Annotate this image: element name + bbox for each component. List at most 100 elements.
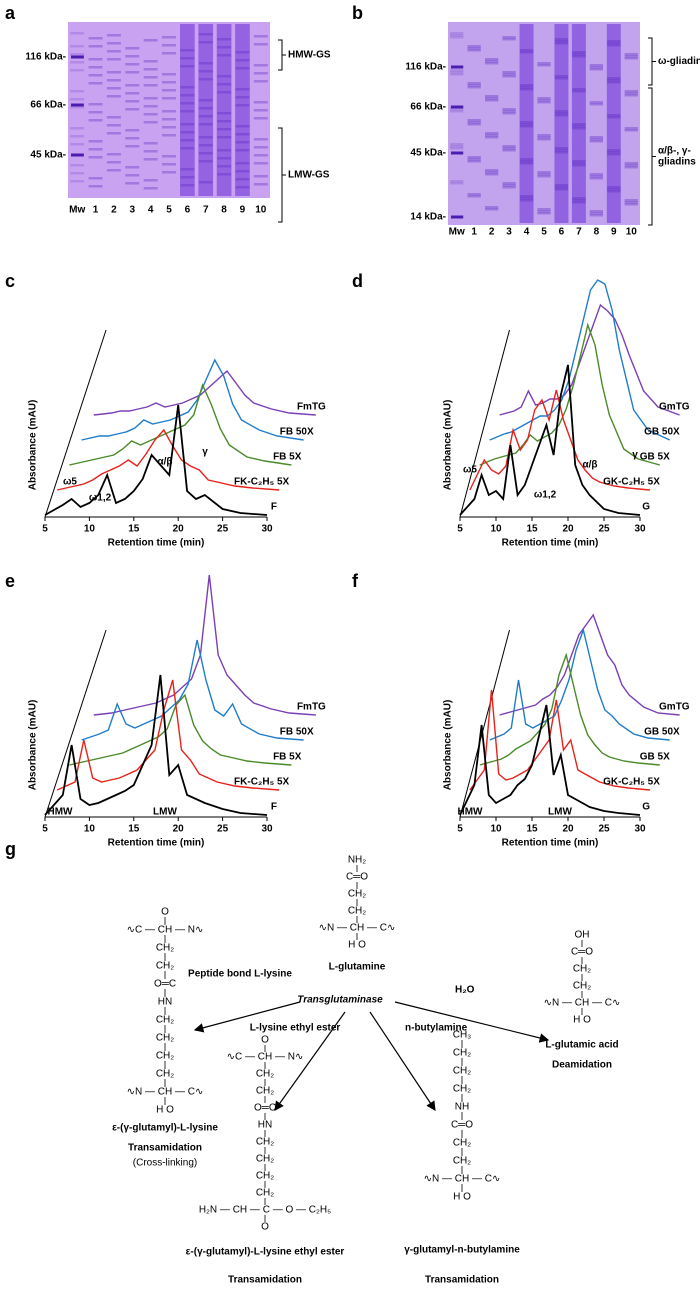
band bbox=[180, 86, 195, 89]
band bbox=[217, 38, 232, 41]
trace-label: FB 5X bbox=[273, 452, 302, 463]
band bbox=[143, 97, 158, 100]
band bbox=[70, 69, 85, 72]
band bbox=[467, 45, 481, 48]
marker-band bbox=[71, 103, 84, 107]
structure-atom: ∿N — CH — C∿ bbox=[424, 1174, 501, 1185]
band bbox=[485, 99, 499, 102]
band bbox=[589, 138, 603, 141]
band bbox=[198, 33, 213, 36]
band bbox=[607, 186, 621, 189]
structure-atom: CH₂ bbox=[348, 906, 366, 917]
band bbox=[253, 80, 268, 83]
band bbox=[143, 105, 158, 108]
band bbox=[253, 43, 268, 46]
band bbox=[180, 49, 195, 52]
x-axis-label: Retention time (min) bbox=[108, 538, 205, 549]
band bbox=[485, 97, 499, 100]
band bbox=[217, 112, 232, 115]
band bbox=[125, 100, 140, 103]
band bbox=[162, 89, 176, 92]
band bbox=[143, 76, 158, 79]
band bbox=[519, 125, 534, 128]
band bbox=[70, 53, 85, 56]
band bbox=[607, 151, 621, 154]
band bbox=[253, 117, 268, 120]
x-tick-label: 10 bbox=[490, 824, 502, 835]
trace-label: FB 5X bbox=[273, 752, 302, 763]
band bbox=[607, 116, 621, 119]
band bbox=[624, 162, 638, 165]
band bbox=[537, 97, 551, 100]
x-tick-label: 20 bbox=[173, 524, 185, 535]
trace bbox=[69, 382, 292, 466]
compound-name: ε-(γ-glutamyl)-L-lysine ethyl ester bbox=[186, 1247, 345, 1258]
trace bbox=[499, 613, 680, 716]
band bbox=[519, 49, 534, 52]
band bbox=[180, 147, 195, 150]
band bbox=[125, 47, 140, 50]
structure-atom: H₂N — CH — C — O — C₂H₅ bbox=[199, 1205, 331, 1216]
annotation: ω5 bbox=[63, 477, 77, 488]
y-axis bbox=[44, 629, 107, 818]
trace bbox=[459, 704, 641, 816]
reagent: n-butylamine bbox=[405, 1023, 468, 1034]
compound-name: γ-glutamyl-n-butylamine bbox=[404, 1245, 520, 1256]
structure-atom: O═C bbox=[254, 1103, 276, 1114]
band bbox=[198, 152, 213, 155]
band bbox=[450, 180, 464, 183]
structure-atom: HN bbox=[258, 1120, 272, 1131]
band bbox=[502, 108, 516, 111]
band bbox=[235, 104, 250, 107]
structure-atom: CH₂ bbox=[156, 1069, 174, 1080]
structure-atom: C═O bbox=[451, 1120, 473, 1131]
trace-label: FK-C₂H₅ 5X bbox=[234, 777, 289, 788]
band bbox=[589, 68, 603, 71]
band bbox=[143, 121, 158, 124]
band bbox=[162, 155, 176, 158]
band bbox=[589, 101, 603, 104]
band bbox=[624, 199, 638, 202]
band bbox=[589, 214, 603, 217]
x-axis-label: Retention time (min) bbox=[502, 838, 599, 849]
band bbox=[607, 77, 621, 80]
band bbox=[70, 90, 85, 93]
trace-label: G bbox=[642, 802, 650, 813]
band bbox=[106, 79, 121, 82]
band bbox=[162, 171, 176, 174]
structure-atom: HN bbox=[158, 997, 172, 1008]
marker-label: 66 kDa- bbox=[410, 102, 446, 113]
x-tick-label: 10 bbox=[84, 824, 96, 835]
band bbox=[217, 120, 232, 123]
band bbox=[198, 181, 213, 184]
band bbox=[607, 149, 621, 152]
lane-label: 4 bbox=[148, 205, 154, 216]
band bbox=[450, 147, 464, 150]
x-tick-label: 30 bbox=[634, 824, 646, 835]
band bbox=[485, 206, 499, 209]
x-tick-label: 5 bbox=[457, 524, 463, 535]
band bbox=[125, 63, 140, 66]
bracket bbox=[278, 39, 286, 71]
band bbox=[88, 177, 103, 180]
structure-atom: CH₂ bbox=[156, 943, 174, 954]
annotation: LMW bbox=[548, 807, 572, 818]
band bbox=[502, 145, 516, 148]
x-tick-label: 5 bbox=[42, 824, 48, 835]
band bbox=[485, 169, 499, 172]
band bbox=[502, 38, 516, 41]
trace bbox=[479, 652, 660, 766]
band bbox=[235, 125, 250, 128]
band bbox=[88, 140, 103, 143]
band bbox=[554, 110, 569, 113]
band bbox=[106, 71, 121, 74]
marker-label: 116 kDa- bbox=[405, 62, 446, 73]
band bbox=[143, 142, 158, 145]
band bbox=[253, 175, 268, 178]
lane-label: 9 bbox=[240, 205, 246, 216]
band bbox=[143, 60, 158, 63]
band bbox=[162, 110, 176, 113]
band bbox=[467, 195, 481, 198]
band bbox=[589, 210, 603, 213]
